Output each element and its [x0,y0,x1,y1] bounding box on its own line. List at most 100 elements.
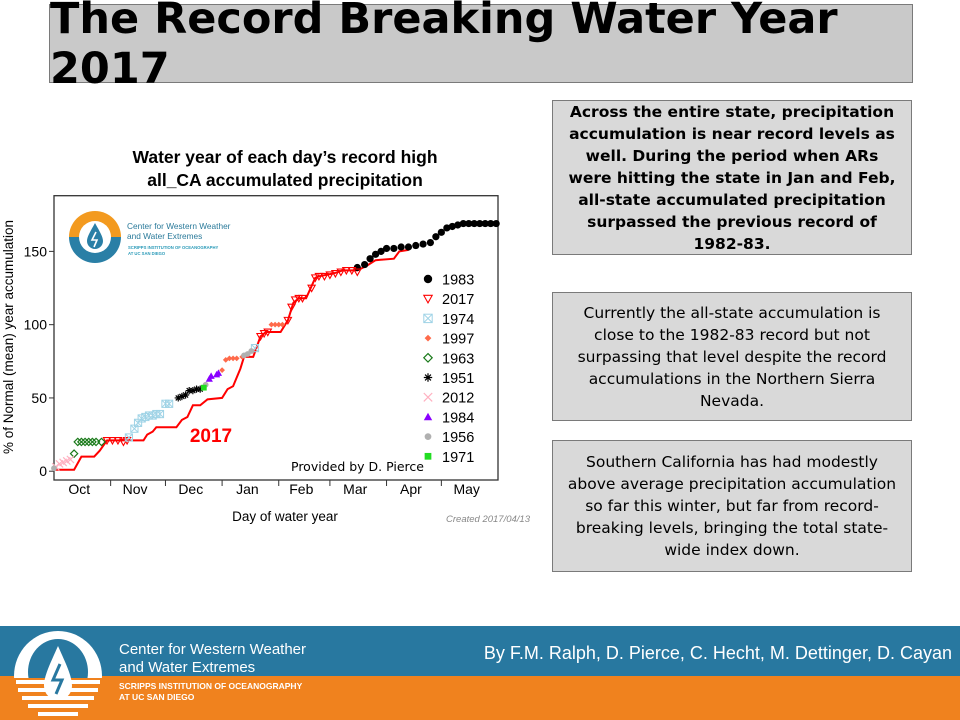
y-axis-label: % of Normal (mean) year accumulation [1,220,16,454]
point-2017 [310,274,320,283]
point-1974-box [165,399,174,408]
y-tick-label: 100 [24,317,48,333]
legend-marker-1956 [424,433,432,440]
point-1983 [476,219,484,228]
logo-drop-icon [87,223,103,249]
point-2017 [290,296,300,305]
series-1974 [124,344,260,442]
point-1983 [412,241,420,250]
point-1983 [366,255,374,263]
point-1983 [454,221,462,229]
point-1963 [73,437,83,447]
point-2017 [283,316,293,325]
legend-marker-1997 [424,334,432,342]
point-1997 [226,355,233,362]
point-1951 [196,385,204,393]
point-2012 [66,455,75,464]
point-1951 [185,387,193,395]
point-1983 [432,233,440,241]
footer-sub-line1: SCRIPPS INSTITUTION OF OCEANOGRAPHY [119,681,303,691]
point-1951 [178,392,186,401]
x-tick-label-may: May [453,481,479,497]
point-1983 [465,219,473,228]
x-tick-label-mar: Mar [343,481,367,497]
chart-logo-line1: Center for Western Weather [127,221,231,231]
point-2017 [336,268,346,277]
point-1963 [80,437,90,447]
point-2017 [341,267,351,276]
footer-blue-band [0,626,960,676]
point-1974 [155,409,165,419]
point-1983 [426,238,434,247]
legend-label-1971: 1971 [442,450,474,466]
series-1971 [200,384,207,391]
legend-label-1984: 1984 [442,410,474,426]
footer-org-line1: Center for Western Weather [119,641,307,658]
point-1997 [275,321,282,328]
point-2017 [259,330,269,339]
point-1983 [404,243,413,251]
point-1974-cross [134,418,143,427]
point-2017 [319,272,329,282]
legend-marker-1963 [422,352,434,363]
legend-label-1997: 1997 [442,332,474,348]
chart-title-line1: Water year of each day’s record high [132,147,438,167]
point-2017 [307,284,317,293]
legend-marker-1983 [423,274,433,284]
footer-logo-icon [14,631,102,720]
y-tick-label: 150 [24,243,48,259]
point-2017 [297,294,308,304]
legend-marker-2017 [422,294,434,305]
point-1983 [382,244,391,253]
point-1963 [69,449,79,459]
point-1951 [192,385,201,393]
annotation-2017: 2017 [190,426,232,447]
chart-logo-line2: and Water Extremes [127,231,202,241]
point-1963 [97,437,106,447]
chart-title-line2: all_CA accumulated precipitation [147,170,423,190]
series-1951 [174,385,204,402]
legend-marker-1974-box [423,313,433,324]
point-1984 [207,372,215,379]
point-1974-box [155,409,165,419]
x-tick-label-feb: Feb [289,481,313,497]
point-2017 [347,267,357,276]
legend-marker-1971 [424,452,432,460]
point-1974-cross [165,399,174,408]
point-1974-box [124,433,134,442]
point-1983 [371,250,380,258]
point-1956 [51,465,57,472]
note-southern-california: Southern California has had modestly abo… [552,440,912,572]
point-2017 [118,438,128,447]
point-1971 [200,384,207,391]
legend-label-2017: 2017 [442,292,474,308]
point-2017 [107,437,118,446]
slide-title-box: The Record Breaking Water Year 2017 [49,0,913,94]
credit-text: Provided by D. Pierce [291,459,424,474]
point-1951 [181,391,190,399]
series-1984 [205,369,223,382]
point-2017 [352,268,362,277]
legend-marker-1951 [423,373,433,382]
point-2017 [314,272,324,282]
point-1997 [233,355,240,362]
point-1963 [76,437,86,447]
point-1974-cross [156,410,164,419]
series-2012 [51,455,75,471]
chart-title: Water year of each day’s record high all… [60,146,510,192]
point-1983 [487,219,495,228]
point-2017 [325,271,335,280]
point-1951 [189,387,197,395]
footer-orange-band [0,676,960,720]
footer-sub-line2: AT UC SAN DIEGO [119,692,195,702]
series-1983 [353,219,500,272]
point-1983 [397,243,405,251]
legend-label-1951: 1951 [442,371,474,387]
point-1983 [390,244,398,253]
point-2017 [286,303,297,312]
legend-marker-1984 [423,412,433,421]
point-2017 [102,437,112,446]
line-2017 [54,248,409,471]
point-1983 [443,224,451,232]
series-1963 [69,437,106,459]
